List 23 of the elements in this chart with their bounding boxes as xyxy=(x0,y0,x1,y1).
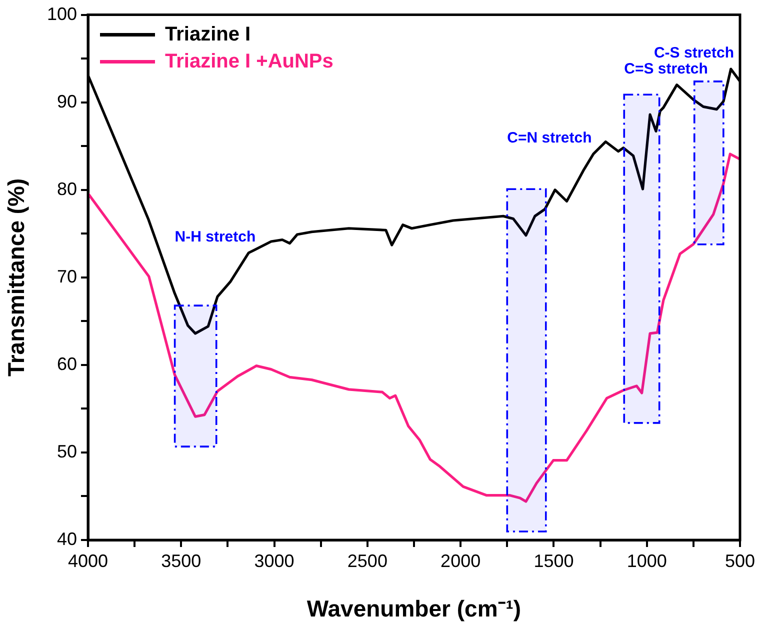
band-label: C-S stretch xyxy=(654,44,734,62)
band-label: N-H stretch xyxy=(174,228,256,246)
y-tick-label: 90 xyxy=(56,91,77,112)
y-axis-title: Transmittance (%) xyxy=(3,178,30,376)
x-tick-label: 1500 xyxy=(534,550,574,571)
legend-label: Triazine I +AuNPs xyxy=(165,50,334,72)
x-tick-label: 2500 xyxy=(347,550,388,571)
x-tick-label: 2000 xyxy=(440,550,481,571)
y-tick-label: 80 xyxy=(56,178,77,199)
y-tick-label: 40 xyxy=(56,528,77,549)
x-tick-label: 4000 xyxy=(68,550,108,571)
y-tick-label: 70 xyxy=(56,266,77,286)
y-tick-label: 100 xyxy=(46,4,77,24)
x-tick-label: 3500 xyxy=(161,550,202,571)
legend-label: Triazine I xyxy=(165,23,251,46)
band-label: C=N stretch xyxy=(507,130,592,147)
x-tick-label: 500 xyxy=(724,550,756,571)
y-tick-label: 60 xyxy=(56,354,77,374)
x-tick-label: 1000 xyxy=(626,550,667,571)
y-tick-label: 50 xyxy=(56,441,77,462)
x-tick-label: 3000 xyxy=(254,550,294,571)
x-axis-title: Wavenumber (cm⁻¹) xyxy=(306,596,522,622)
band-label: C=S stretch xyxy=(624,60,708,78)
